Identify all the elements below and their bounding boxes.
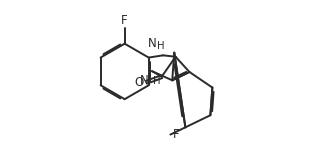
Text: F: F <box>121 14 128 27</box>
Text: H: H <box>153 76 161 86</box>
Text: O: O <box>134 76 144 89</box>
Text: H: H <box>156 41 164 51</box>
Text: N: N <box>148 37 156 50</box>
Text: N: N <box>140 74 148 87</box>
Text: F: F <box>173 128 180 141</box>
